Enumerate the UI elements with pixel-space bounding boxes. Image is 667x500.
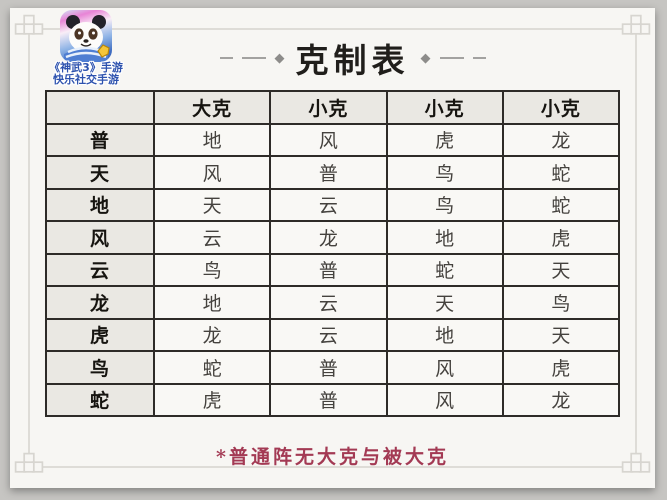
counter-table: 大克 小克 小克 小克 普 地 风 虎 龙 天 风 普 鸟 — [45, 90, 621, 417]
table-cell: 普 — [269, 252, 388, 287]
table-cell: 风 — [152, 155, 272, 190]
table-row: 云 鸟 普 蛇 天 — [45, 252, 621, 287]
table-cell: 虎 — [152, 382, 272, 417]
logo-text-line2: 快乐社交手游 — [53, 73, 119, 86]
table-cell: 蛇 — [501, 155, 621, 190]
table-header-row: 大克 小克 小克 小克 — [45, 90, 621, 125]
table-cell: 蛇 — [152, 350, 272, 385]
diamond-icon: ◆ — [420, 50, 431, 66]
table-cell: 天 — [501, 252, 621, 287]
footnote: *普通阵无大克与被大克 — [216, 446, 449, 468]
table-cell: 云 — [269, 187, 388, 222]
table-cell: 天 — [501, 317, 621, 352]
table-cell: 虎 — [501, 350, 621, 385]
table-cell: 鸟 — [385, 155, 504, 190]
column-header: 大克 — [152, 90, 272, 125]
table-cell: 虎 — [501, 220, 621, 255]
table-cell: 鸟 — [385, 187, 504, 222]
table-row: 普 地 风 虎 龙 — [45, 122, 621, 157]
fret-corner-icon — [14, 452, 44, 482]
table-row: 风 云 龙 地 虎 — [45, 220, 621, 255]
table-cell: 龙 — [152, 317, 272, 352]
row-header: 普 — [45, 122, 155, 157]
table-row: 蛇 虎 普 风 龙 — [45, 382, 621, 417]
column-header: 小克 — [385, 90, 504, 125]
table-cell: 龙 — [501, 122, 621, 157]
table-cell: 普 — [269, 350, 388, 385]
table-row: 天 风 普 鸟 蛇 — [45, 155, 621, 190]
diamond-icon: ◆ — [274, 50, 285, 66]
table-cell: 天 — [152, 187, 272, 222]
table-cell: 普 — [269, 155, 388, 190]
table-cell: 蛇 — [501, 187, 621, 222]
row-header: 天 — [45, 155, 155, 190]
table-cell: 云 — [269, 317, 388, 352]
gem-icon — [97, 44, 110, 58]
table-cell: 龙 — [269, 220, 388, 255]
fret-corner-icon — [621, 452, 651, 482]
table-row: 鸟 蛇 普 风 虎 — [45, 350, 621, 385]
table-cell: 风 — [385, 350, 504, 385]
table-cell: 鸟 — [152, 252, 272, 287]
table-cell: 云 — [269, 285, 388, 320]
table-cell: 风 — [385, 382, 504, 417]
panda-app-icon — [60, 10, 112, 62]
table-cell: 地 — [152, 122, 272, 157]
row-header: 地 — [45, 187, 155, 222]
table-row: 虎 龙 云 地 天 — [45, 317, 621, 352]
column-header: 小克 — [269, 90, 388, 125]
table-cell: 普 — [269, 382, 388, 417]
column-header-blank — [45, 90, 155, 125]
table-row: 地 天 云 鸟 蛇 — [45, 187, 621, 222]
table-row: 龙 地 云 天 鸟 — [45, 285, 621, 320]
table-cell: 风 — [269, 122, 388, 157]
title-row: ◆ 克制表 ◆ — [50, 34, 655, 82]
table-cell: 地 — [385, 317, 504, 352]
row-header: 蛇 — [45, 382, 155, 417]
table-cell: 龙 — [501, 382, 621, 417]
dash-ornament — [439, 57, 464, 59]
game-logo: 《神武3》手游 快乐社交手游 — [28, 8, 144, 86]
dash-ornament — [219, 57, 233, 59]
table-cell: 蛇 — [385, 252, 504, 287]
row-header: 虎 — [45, 317, 155, 352]
table-cell: 云 — [152, 220, 272, 255]
table-cell: 天 — [385, 285, 504, 320]
page-title: 克制表 — [295, 41, 410, 80]
dash-ornament — [241, 57, 266, 59]
row-header: 鸟 — [45, 350, 155, 385]
table-cell: 地 — [152, 285, 272, 320]
row-header: 龙 — [45, 285, 155, 320]
logo-text-line1: 《神武3》手游 — [49, 61, 123, 74]
table-cell: 鸟 — [501, 285, 621, 320]
column-header: 小克 — [501, 90, 621, 125]
guide-page: 《神武3》手游 快乐社交手游 ◆ 克制表 ◆ 大克 小克 小克 小克 — [10, 8, 655, 488]
table-cell: 虎 — [385, 122, 504, 157]
row-header: 风 — [45, 220, 155, 255]
row-header: 云 — [45, 252, 155, 287]
dash-ornament — [472, 57, 486, 59]
table-cell: 地 — [385, 220, 504, 255]
